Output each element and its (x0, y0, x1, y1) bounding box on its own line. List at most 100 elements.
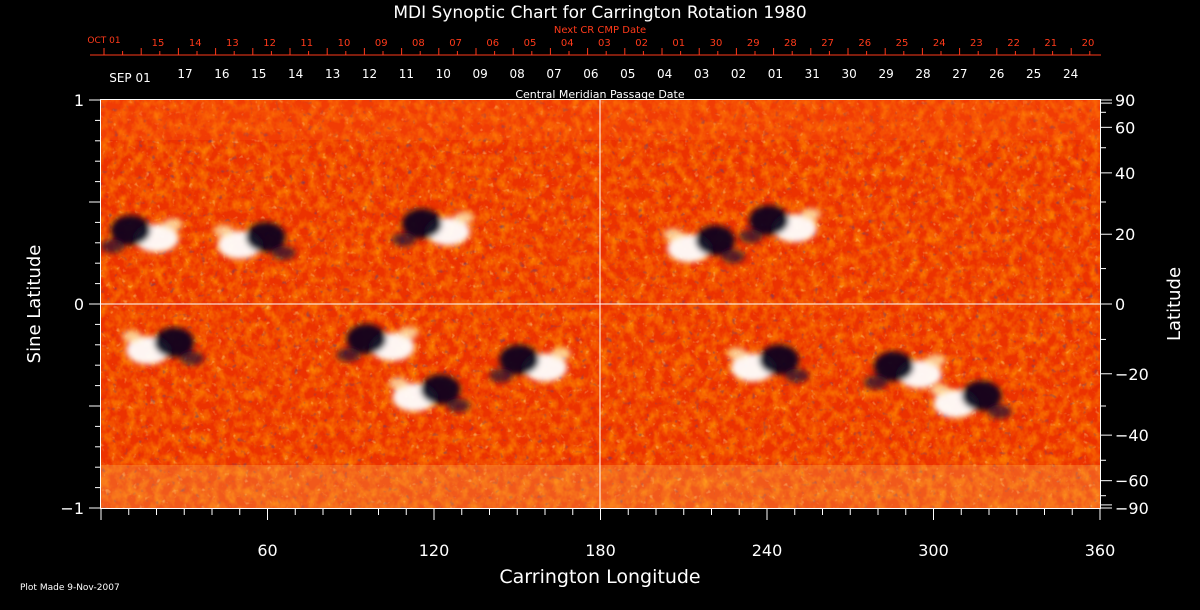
red-axis-label: 11 (300, 38, 313, 49)
y2-tick-label: 40 (1115, 164, 1135, 183)
red-axis-label: 13 (226, 38, 239, 49)
next-cr-axis-ticks (103, 48, 1091, 55)
x-axis-title: Carrington Longitude (499, 566, 700, 588)
cmp-axis-label: 17 (177, 67, 192, 81)
cmp-first-label: SEP 01 (109, 71, 151, 85)
y-tick-label: −1 (60, 499, 84, 518)
red-axis-label: 21 (1044, 38, 1057, 49)
active-region (738, 205, 821, 244)
cmp-axis-label: 31 (805, 67, 820, 81)
y-axis-labels: 1 0 −1 (60, 91, 84, 518)
next-cr-axis-labels: 15 14 13 12 11 10 09 08 07 06 05 04 03 02 01 30 29 28 27 26… (152, 38, 1095, 49)
cmp-axis-labels: 17 16 15 14 13 12 11 10 09 08 07 06 05 04 03 02 01 31 30 29… (177, 67, 1078, 81)
y2-tick-label: −90 (1115, 499, 1149, 518)
x-tick-label: 60 (257, 541, 277, 560)
next-cr-axis-title: Next CR CMP Date (554, 25, 646, 36)
cmp-axis-label: 01 (768, 67, 783, 81)
red-axis-label: 01 (672, 38, 685, 49)
cmp-axis-label: 05 (620, 67, 635, 81)
cmp-axis-label: 24 (1063, 67, 1078, 81)
red-axis-label: 12 (263, 38, 276, 49)
x-tick-label: 360 (1085, 541, 1116, 560)
active-region (388, 374, 471, 413)
red-axis-label: 06 (486, 38, 499, 49)
cmp-axis-label: 07 (546, 67, 561, 81)
active-region (392, 208, 474, 247)
red-axis-label: 24 (933, 38, 946, 49)
x-tick-label: 180 (585, 541, 616, 560)
red-axis-label: 04 (561, 38, 574, 49)
x-axis-labels: 60 120 180 240 300 360 (257, 541, 1115, 560)
y2-tick-label: 90 (1115, 91, 1135, 110)
active-regions (101, 205, 1012, 419)
red-axis-label: 02 (635, 38, 648, 49)
cmp-axis-label: 02 (731, 67, 746, 81)
cmp-axis-label: 30 (842, 67, 857, 81)
active-region (663, 225, 746, 264)
x-tick-label: 300 (918, 541, 949, 560)
active-region (863, 351, 946, 390)
x-tick-label: 240 (752, 541, 783, 560)
y2-tick-label: 60 (1115, 118, 1135, 137)
x-axis-ticks (100, 508, 1101, 520)
red-axis-label: 28 (784, 38, 797, 49)
cmp-axis-label: 26 (989, 67, 1004, 81)
red-axis-label: 20 (1082, 38, 1095, 49)
red-axis-label: 30 (710, 38, 723, 49)
red-axis-label: 05 (524, 38, 537, 49)
active-region (213, 221, 296, 260)
y2-tick-label: −20 (1115, 365, 1149, 384)
red-axis-label: 29 (747, 38, 760, 49)
red-axis-label: 10 (338, 38, 351, 49)
red-axis-label: 25 (896, 38, 909, 49)
cmp-axis-label: 13 (325, 67, 340, 81)
red-axis-label: 07 (449, 38, 462, 49)
red-axis-label: 22 (1007, 38, 1020, 49)
cmp-axis-label: 25 (1026, 67, 1041, 81)
plot-made-label: Plot Made 9-Nov-2007 (20, 583, 120, 593)
red-axis-label: 23 (970, 38, 983, 49)
active-region (101, 215, 183, 254)
red-axis-label: 08 (412, 38, 425, 49)
cmp-axis-title: Central Meridian Passage Date (515, 88, 684, 101)
y2-tick-label: −40 (1115, 426, 1149, 445)
red-axis-label: 26 (858, 38, 871, 49)
y-tick-label: 1 (74, 91, 84, 110)
y-axis-ticks (89, 99, 100, 509)
active-region (122, 327, 205, 366)
cmp-axis-label: 04 (657, 67, 672, 81)
cmp-axis-label: 16 (214, 67, 229, 81)
red-axis-label: 03 (598, 38, 611, 49)
cmp-axis-label: 08 (509, 67, 524, 81)
cmp-axis-label: 10 (436, 67, 451, 81)
y2-axis-labels: 90 60 40 20 0 −20 −40 −60 −90 (1115, 91, 1149, 518)
cmp-axis-label: 28 (915, 67, 930, 81)
y2-tick-label: −60 (1115, 472, 1149, 491)
cmp-axis-label: 27 (952, 67, 967, 81)
y2-tick-label: 0 (1115, 295, 1125, 314)
active-region (727, 344, 809, 383)
x-tick-label: 120 (419, 541, 450, 560)
active-region (929, 380, 1012, 419)
cmp-axis-label: 06 (583, 67, 598, 81)
chart-title: MDI Synoptic Chart for Carrington Rotati… (393, 3, 806, 23)
y2-tick-label: 20 (1115, 225, 1135, 244)
y2-axis-title: Latitude (1164, 267, 1185, 341)
cmp-axis-label: 03 (694, 67, 709, 81)
y-tick-label: 0 (74, 295, 84, 314)
y2-axis-ticks (1101, 99, 1112, 509)
cmp-axis-label: 15 (251, 67, 266, 81)
red-axis-label: 09 (375, 38, 388, 49)
next-cr-first-label: OCT 01 (87, 36, 120, 46)
active-region (489, 344, 572, 383)
red-axis-label: 14 (189, 38, 202, 49)
red-axis-label: 15 (152, 38, 165, 49)
cmp-axis-label: 29 (878, 67, 893, 81)
cmp-axis-label: 11 (399, 67, 414, 81)
cmp-axis-label: 12 (362, 67, 377, 81)
active-region (336, 323, 419, 362)
cmp-axis-label: 09 (473, 67, 488, 81)
y-axis-title: Sine Latitude (24, 245, 45, 364)
red-axis-label: 27 (821, 38, 834, 49)
